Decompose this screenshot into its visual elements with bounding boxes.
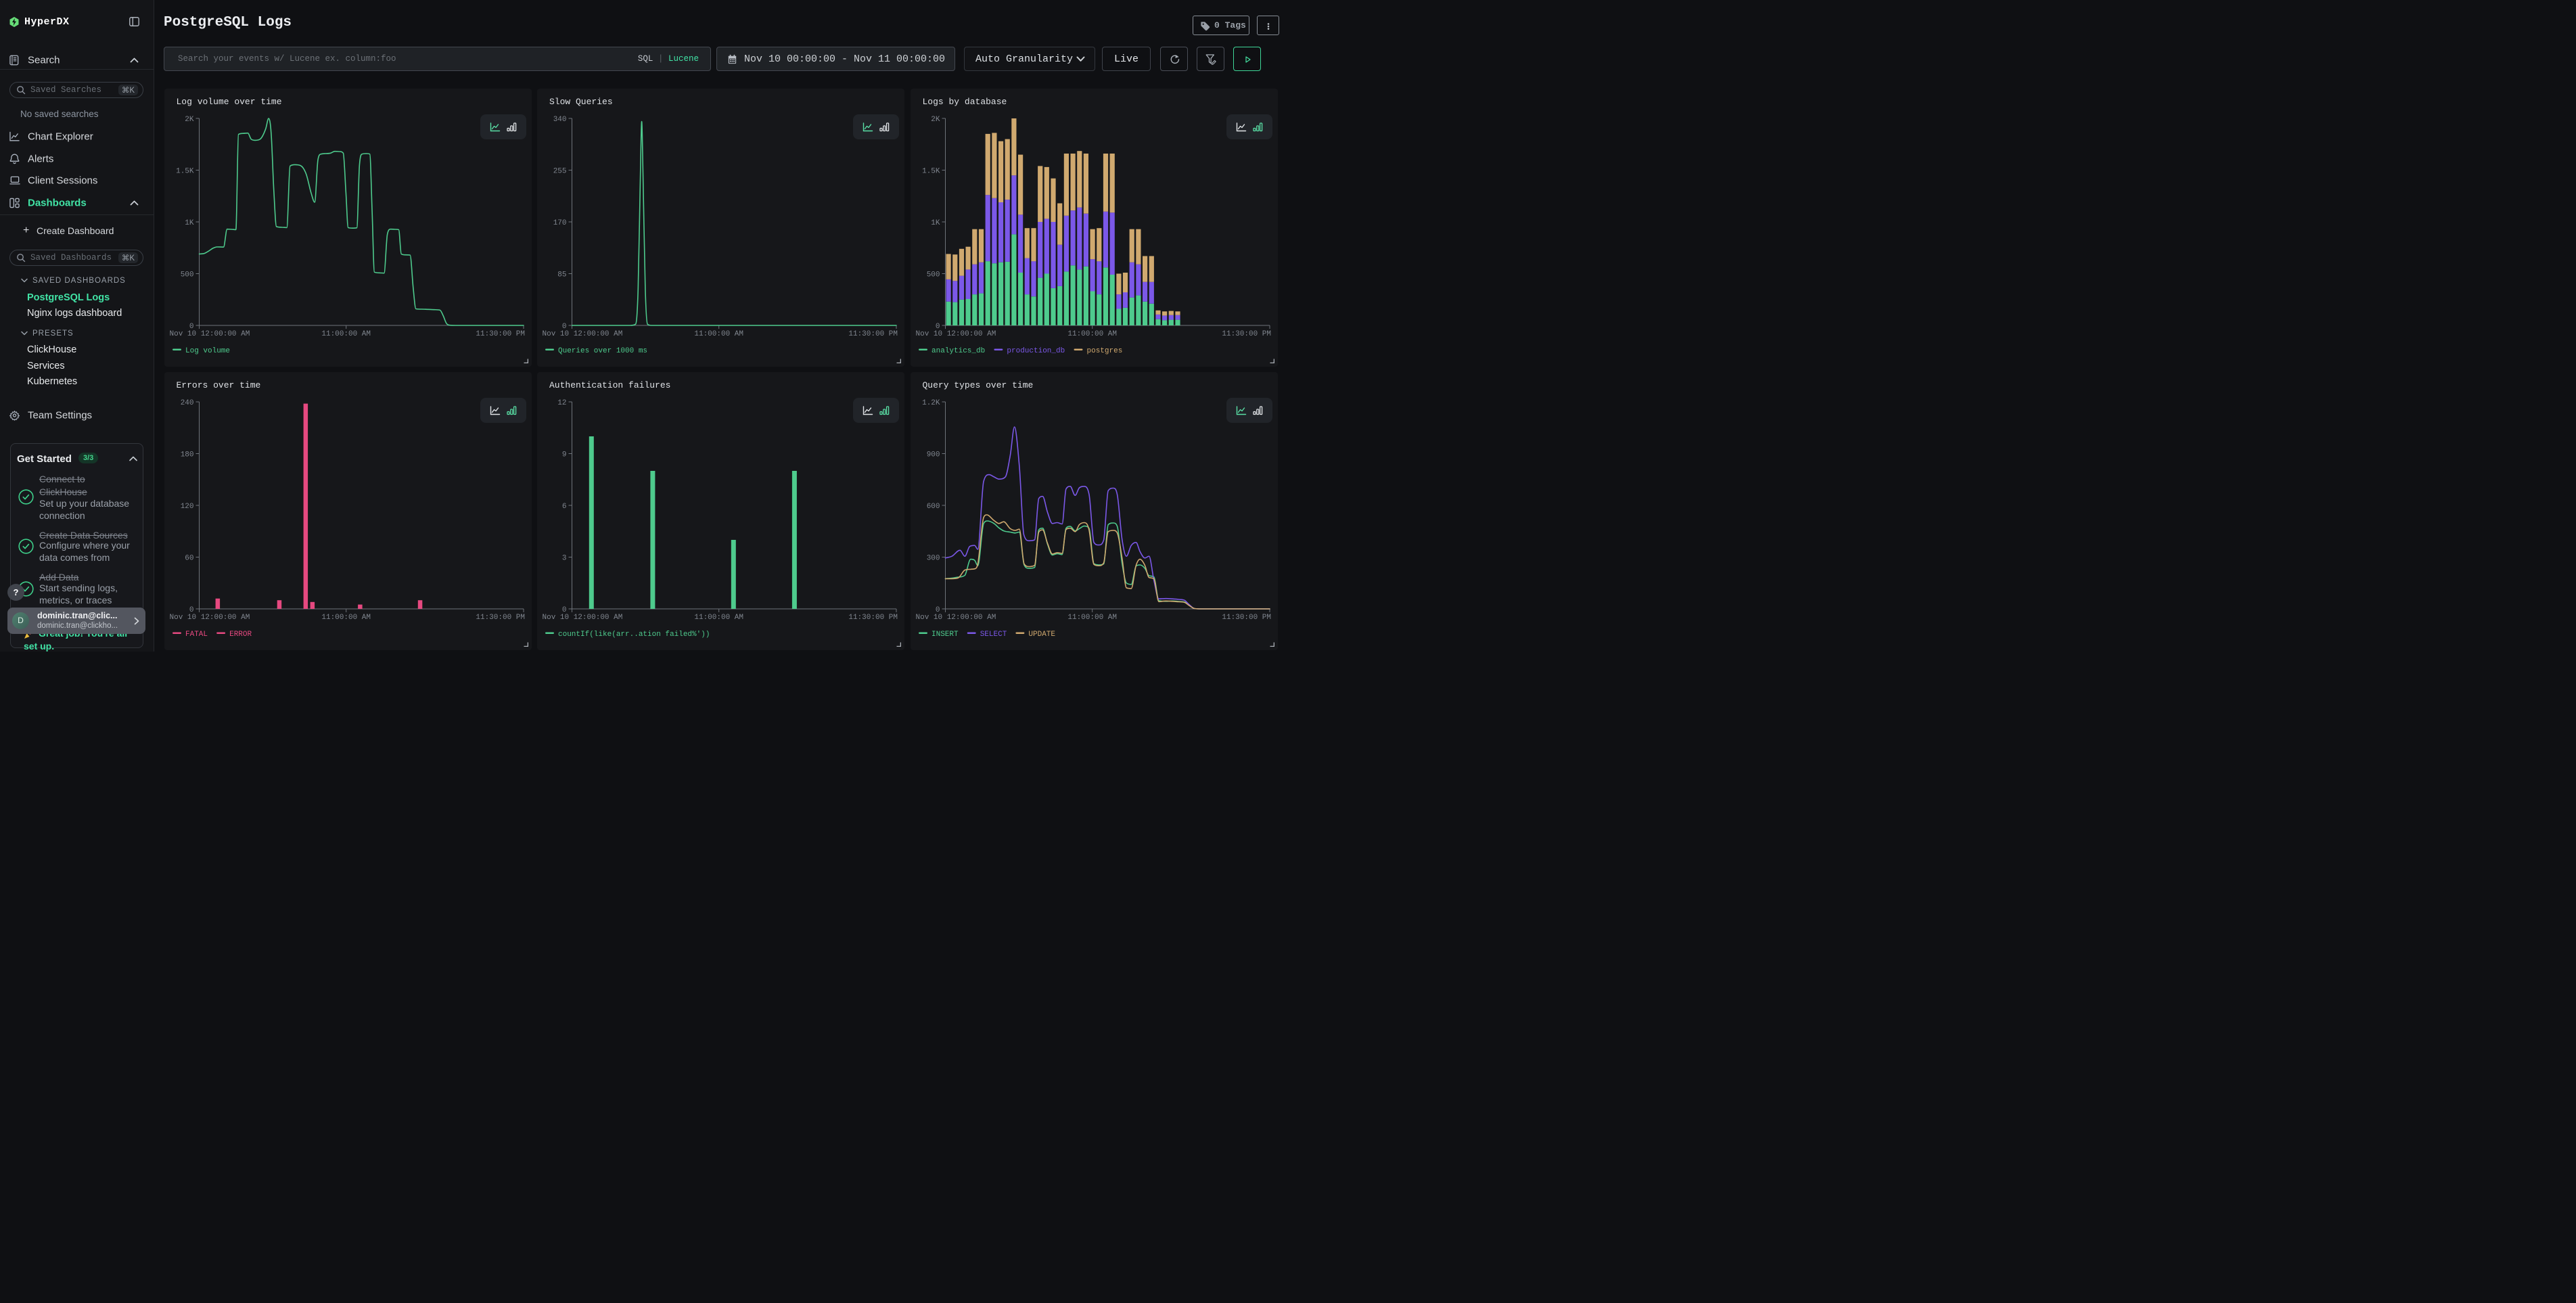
svg-text:0: 0 [935, 606, 940, 614]
svg-text:0: 0 [189, 606, 193, 614]
svg-text:Nov 10 12:00:00 AM: Nov 10 12:00:00 AM [169, 614, 250, 622]
svg-text:11:00:00 AM: 11:00:00 AM [694, 614, 743, 622]
svg-text:11:30:00 PM: 11:30:00 PM [1222, 330, 1271, 338]
svg-text:900: 900 [926, 451, 940, 459]
svg-text:3: 3 [562, 555, 567, 563]
svg-text:240: 240 [180, 399, 193, 407]
svg-text:60: 60 [185, 555, 193, 563]
svg-text:analytics_db: analytics_db [932, 347, 985, 355]
svg-text:11:30:00 PM: 11:30:00 PM [848, 330, 898, 338]
svg-text:180: 180 [180, 451, 193, 459]
svg-text:11:00:00 AM: 11:00:00 AM [321, 614, 371, 622]
svg-text:UPDATE: UPDATE [1028, 631, 1055, 639]
svg-text:2K: 2K [931, 116, 940, 124]
svg-text:255: 255 [553, 168, 567, 176]
svg-text:170: 170 [553, 219, 567, 227]
svg-text:0: 0 [935, 323, 940, 331]
svg-text:production_db: production_db [1007, 347, 1065, 355]
svg-text:1.5K: 1.5K [922, 168, 940, 176]
svg-text:500: 500 [180, 271, 193, 279]
svg-text:11:00:00 AM: 11:00:00 AM [321, 330, 371, 338]
svg-text:500: 500 [926, 271, 940, 279]
svg-text:11:30:00 PM: 11:30:00 PM [848, 614, 898, 622]
svg-text:6: 6 [562, 503, 567, 511]
svg-text:1K: 1K [931, 219, 940, 227]
svg-text:Nov 10 12:00:00 AM: Nov 10 12:00:00 AM [915, 614, 996, 622]
svg-text:2K: 2K [185, 116, 194, 124]
svg-text:Queries over 1000 ms: Queries over 1000 ms [558, 347, 647, 355]
svg-text:11:30:00 PM: 11:30:00 PM [1222, 614, 1271, 622]
svg-text:0: 0 [189, 323, 193, 331]
svg-text:300: 300 [926, 555, 940, 563]
svg-text:INSERT: INSERT [932, 631, 959, 639]
svg-text:11:00:00 AM: 11:00:00 AM [694, 330, 743, 338]
svg-text:1.5K: 1.5K [176, 168, 194, 176]
svg-text:Nov 10 12:00:00 AM: Nov 10 12:00:00 AM [169, 330, 250, 338]
svg-text:12: 12 [557, 399, 566, 407]
svg-text:85: 85 [557, 271, 566, 279]
svg-text:11:30:00 PM: 11:30:00 PM [476, 330, 525, 338]
svg-text:FATAL: FATAL [185, 631, 208, 639]
svg-text:Nov 10 12:00:00 AM: Nov 10 12:00:00 AM [915, 330, 996, 338]
svg-text:Log volume: Log volume [185, 347, 230, 355]
svg-text:11:00:00 AM: 11:00:00 AM [1067, 330, 1117, 338]
svg-text:11:30:00 PM: 11:30:00 PM [476, 614, 525, 622]
svg-text:Nov 10 12:00:00 AM: Nov 10 12:00:00 AM [543, 614, 623, 622]
svg-text:11:00:00 AM: 11:00:00 AM [1067, 614, 1117, 622]
svg-text:Nov 10 12:00:00 AM: Nov 10 12:00:00 AM [543, 330, 623, 338]
svg-text:9: 9 [562, 451, 567, 459]
svg-text:SELECT: SELECT [980, 631, 1007, 639]
svg-text:0: 0 [562, 606, 567, 614]
svg-text:countIf(like(arr..ation failed: countIf(like(arr..ation failed%')) [558, 631, 710, 639]
svg-text:1.2K: 1.2K [922, 399, 940, 407]
svg-text:ERROR: ERROR [229, 631, 252, 639]
svg-text:postgres: postgres [1086, 347, 1122, 355]
svg-text:120: 120 [180, 503, 193, 511]
svg-text:600: 600 [926, 503, 940, 511]
svg-text:0: 0 [562, 323, 567, 331]
svg-text:340: 340 [553, 116, 567, 124]
svg-text:1K: 1K [185, 219, 194, 227]
